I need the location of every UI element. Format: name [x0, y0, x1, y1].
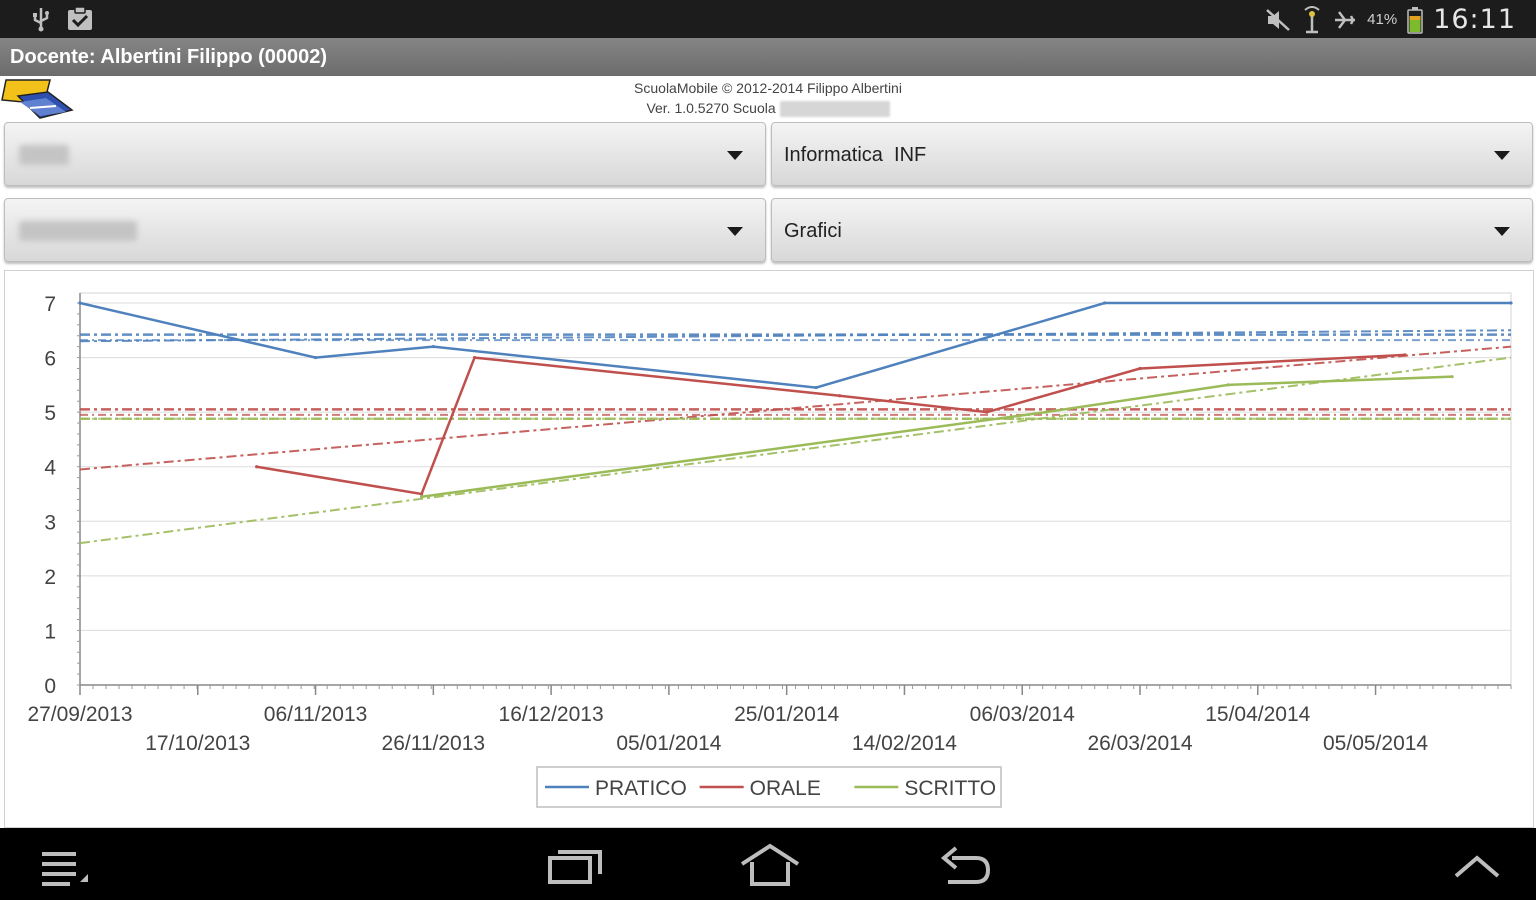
usb-icon — [33, 8, 49, 32]
series-line-pratico — [79, 301, 1511, 389]
y-tick-label: 5 — [44, 402, 56, 425]
data-point — [472, 355, 477, 360]
battery-percent: 41% — [1367, 11, 1398, 28]
clock: 16:11 — [1433, 4, 1516, 35]
x-tick-label: 06/03/2014 — [970, 703, 1075, 726]
data-point — [814, 385, 818, 390]
x-tick-label: 05/01/2014 — [616, 732, 721, 755]
title-bar: Docente: Albertini Filippo (00002) — [0, 38, 1536, 76]
class-spinner-redacted — [19, 145, 69, 165]
mute-icon — [1266, 8, 1290, 31]
dropdown-arrow-icon — [1494, 227, 1510, 236]
signal-icon — [1304, 5, 1320, 33]
view-spinner-label: Grafici — [784, 220, 842, 242]
header — [0, 76, 1536, 120]
x-tick-label: 25/01/2014 — [734, 703, 839, 726]
x-tick-label: 14/02/2014 — [852, 732, 957, 755]
data-point — [419, 492, 424, 496]
data-point — [985, 410, 989, 414]
menu-icon[interactable] — [40, 850, 90, 890]
airplane-icon — [1335, 10, 1356, 29]
data-point — [419, 495, 424, 499]
series-line-orale — [256, 353, 1406, 496]
recent-apps-icon[interactable] — [546, 846, 604, 886]
x-tick-label: 17/10/2013 — [145, 732, 250, 755]
data-point — [1138, 366, 1142, 371]
data-point — [1103, 301, 1107, 305]
app-logo — [1, 79, 74, 119]
trend-line — [79, 345, 1512, 471]
x-tick-label: 05/05/2014 — [1323, 732, 1428, 755]
data-point — [1403, 353, 1407, 357]
version-line: Ver. 1.0.5270 Scuola — [0, 100, 1536, 118]
view-spinner[interactable]: Grafici — [771, 198, 1533, 262]
y-tick-label: 7 — [44, 293, 56, 316]
battery-icon — [1407, 6, 1423, 34]
x-tick-label: 06/11/2013 — [264, 703, 368, 726]
back-icon[interactable] — [938, 844, 992, 888]
chart-panel: 0 1 2 3 4 5 6 7 27/09/2013 17/10/2013 06/11/2013 26… — [4, 270, 1534, 828]
subject-spinner[interactable]: Informatica INF — [771, 122, 1533, 186]
y-tick-label: 2 — [44, 566, 56, 589]
trend-line — [79, 356, 1512, 545]
subject-spinner-label: Informatica INF — [784, 144, 927, 166]
legend-label: PRATICO — [595, 777, 687, 800]
x-tick-label: 15/04/2014 — [1205, 703, 1310, 726]
home-icon[interactable] — [738, 842, 802, 888]
y-tick-label: 3 — [44, 511, 56, 534]
y-tick-label: 4 — [44, 457, 56, 480]
data-point — [1450, 375, 1454, 379]
x-tick-label: 26/11/2013 — [382, 732, 486, 755]
data-point — [838, 394, 842, 398]
data-point — [1044, 410, 1048, 414]
legend-label: ORALE — [750, 777, 821, 800]
grades-line-chart: 0 1 2 3 4 5 6 7 27/09/2013 17/10/2013 06/11/2013 26… — [27, 292, 1513, 808]
school-name-redacted — [779, 101, 890, 118]
status-bar: 41% 16:11 — [0, 0, 1536, 38]
x-tick-label: 26/03/2014 — [1087, 732, 1192, 755]
y-tick-label: 1 — [44, 620, 56, 643]
student-spinner-redacted — [19, 221, 137, 241]
data-point — [78, 301, 82, 305]
data-point — [1509, 301, 1513, 305]
copyright-text: ScuolaMobile © 2012-2014 Filippo Alberti… — [634, 80, 902, 96]
y-tick-label: 0 — [44, 675, 56, 698]
trend-line — [79, 329, 1512, 343]
data-point — [255, 465, 259, 469]
class-spinner[interactable] — [4, 122, 766, 186]
clipboard-check-icon — [68, 6, 92, 30]
series-line-scritto — [421, 375, 1453, 498]
version-text: Ver. 1.0.5270 Scuola — [646, 100, 776, 116]
dropdown-arrow-icon — [1494, 151, 1510, 160]
legend-label: SCRITTO — [904, 777, 996, 800]
data-point — [313, 355, 318, 360]
y-tick-label: 6 — [44, 348, 56, 371]
data-point — [431, 345, 435, 349]
page-title: Docente: Albertini Filippo (00002) — [10, 46, 328, 68]
x-tick-label: 16/12/2013 — [499, 703, 604, 726]
dropdown-arrow-icon — [727, 227, 743, 236]
chart-legend — [536, 766, 1002, 808]
expand-up-icon[interactable] — [1452, 854, 1502, 880]
dropdown-arrow-icon — [727, 151, 743, 160]
x-tick-label: 27/09/2013 — [27, 703, 132, 726]
data-point — [1226, 383, 1230, 387]
navigation-bar — [0, 828, 1536, 900]
student-spinner[interactable] — [4, 198, 766, 262]
